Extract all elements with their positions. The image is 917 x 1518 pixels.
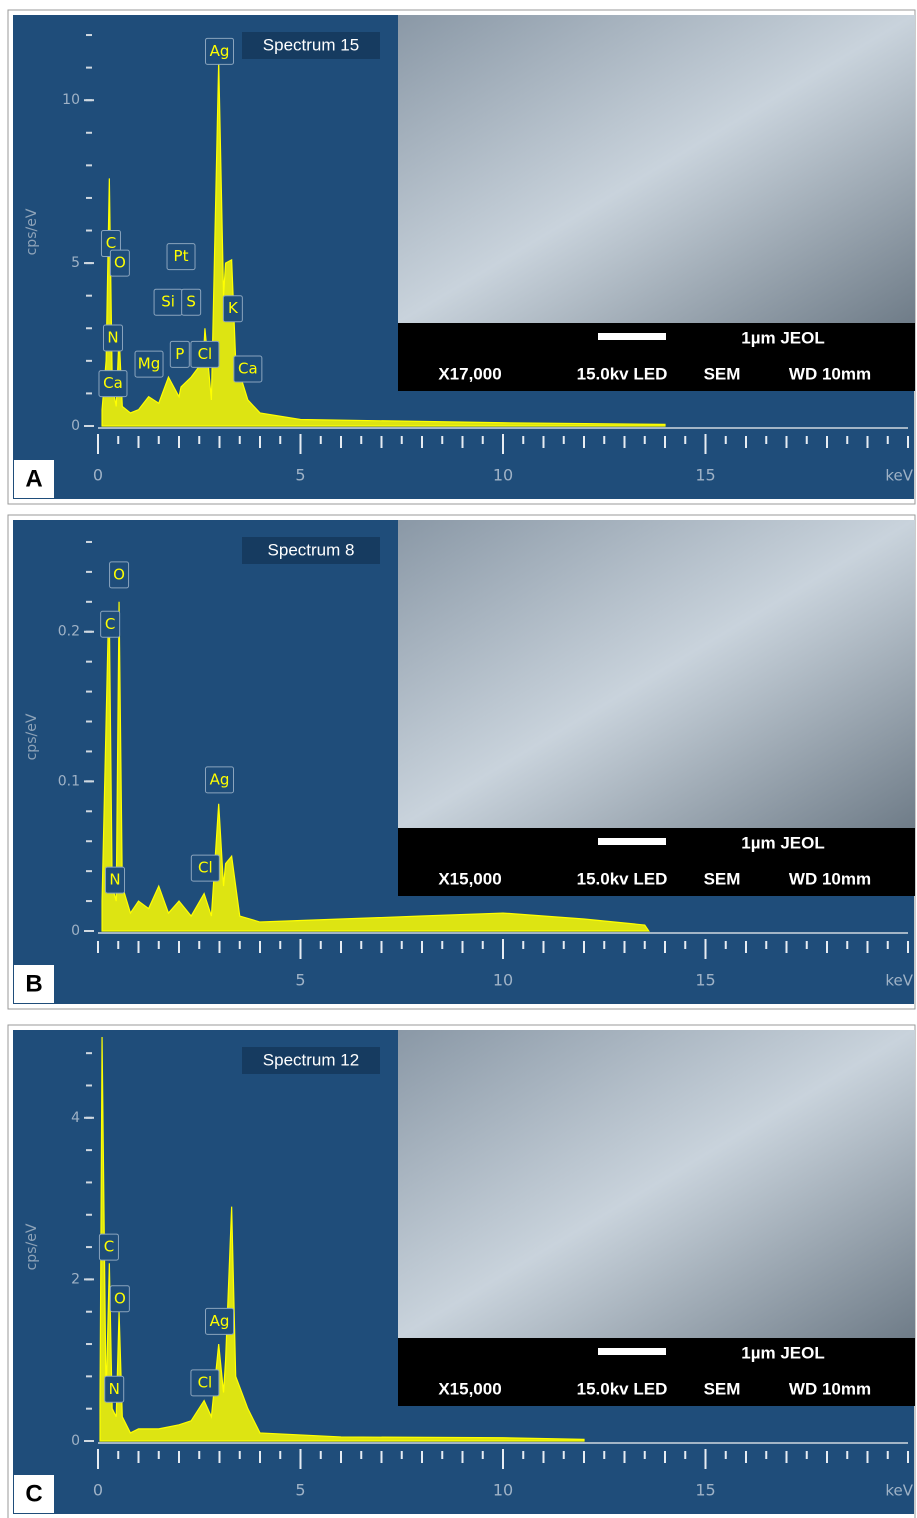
- scale-bar: [598, 1348, 666, 1355]
- peak-label: S: [186, 293, 196, 311]
- scale-bar: [598, 333, 666, 340]
- sem-label: X17,000: [438, 364, 501, 383]
- sem-label: SEM: [704, 869, 741, 888]
- sem-label: X15,000: [438, 1379, 501, 1398]
- x-tick-label: 15: [695, 1481, 715, 1500]
- peak-label: C: [104, 1238, 114, 1256]
- y-tick-label: 0.2: [58, 624, 80, 640]
- peak-label: Ag: [210, 42, 230, 60]
- x-tick-label: 15: [695, 466, 715, 485]
- y-axis-label: cps/eV: [24, 1223, 40, 1270]
- peak-label: Ag: [210, 1312, 230, 1330]
- sem-label: WD 10mm: [789, 869, 871, 888]
- y-tick-label: 4: [71, 1110, 80, 1126]
- x-tick-label: 5: [295, 1481, 305, 1500]
- x-tick-label: 0: [93, 466, 103, 485]
- peak-label: Cl: [198, 859, 213, 877]
- peak-label: Ca: [103, 374, 123, 392]
- x-tick-label: 5: [295, 466, 305, 485]
- peak-label: O: [114, 1289, 126, 1307]
- y-tick-label: 10: [62, 92, 80, 108]
- scale-bar: [598, 838, 666, 845]
- panel-letter: B: [25, 970, 42, 997]
- spectrum-title: Spectrum 12: [263, 1050, 359, 1069]
- peak-label: Ca: [238, 359, 258, 377]
- peak-label: N: [107, 329, 118, 347]
- panel: 0 2 4 cps/eV 0 5 10 15 keV C O N Cl Ag Spectrum 12 1µm …: [8, 1025, 915, 1518]
- spectrum-title: Spectrum 15: [263, 35, 359, 54]
- x-tick-label: 10: [493, 1481, 513, 1500]
- y-axis-label: cps/eV: [24, 713, 40, 760]
- sem-label: SEM: [704, 1379, 741, 1398]
- sem-label: X15,000: [438, 869, 501, 888]
- sem-image: [398, 1030, 915, 1338]
- sem-image: [398, 15, 915, 323]
- x-axis-label: keV: [885, 972, 913, 990]
- y-tick-label: 5: [71, 255, 80, 271]
- peak-label: O: [114, 254, 126, 272]
- x-axis-label: keV: [885, 467, 913, 485]
- y-tick-label: 0: [71, 418, 80, 434]
- y-tick-label: 2: [71, 1271, 80, 1287]
- peak-label: Pt: [174, 247, 189, 265]
- sem-label: 1µm JEOL: [741, 1343, 825, 1362]
- peak-label: Si: [161, 293, 175, 311]
- y-tick-label: 0: [71, 923, 80, 939]
- x-tick-label: 10: [493, 466, 513, 485]
- x-tick-label: 15: [695, 971, 715, 990]
- figure: 0510cps/eV051015keVCONCaMgSiPSPtClKCaAgS…: [0, 0, 917, 1518]
- y-tick-label: 0: [71, 1433, 80, 1449]
- peak-label: Cl: [198, 1373, 213, 1391]
- peak-label: K: [228, 299, 239, 317]
- y-axis-label: cps/eV: [24, 208, 40, 255]
- panel-letter: A: [25, 465, 42, 492]
- x-tick-label: 5: [295, 971, 305, 990]
- sem-label: 1µm JEOL: [741, 833, 825, 852]
- peak-label: N: [109, 1380, 120, 1398]
- page: 0510cps/eV051015keVCONCaMgSiPSPtClKCaAgS…: [0, 0, 917, 1518]
- sem-label: 1µm JEOL: [741, 328, 825, 347]
- peak-label: Ag: [210, 770, 230, 788]
- sem-label: WD 10mm: [789, 1379, 871, 1398]
- peak-label: C: [106, 234, 116, 252]
- sem-label: 15.0kv LED: [577, 869, 668, 888]
- peak-label: C: [105, 615, 115, 633]
- peak-label: P: [175, 345, 184, 363]
- spectrum-title: Spectrum 8: [268, 540, 355, 559]
- peak-label: O: [113, 565, 125, 583]
- peak-label: Cl: [198, 345, 213, 363]
- y-tick-label: 0.1: [58, 773, 80, 789]
- sem-label: 15.0kv LED: [577, 364, 668, 383]
- sem-image: [398, 520, 915, 828]
- x-axis-label: keV: [885, 1482, 913, 1500]
- x-tick-label: 10: [493, 971, 513, 990]
- sem-label: SEM: [704, 364, 741, 383]
- sem-label: WD 10mm: [789, 364, 871, 383]
- peak-label: N: [109, 871, 120, 889]
- panel-letter: C: [25, 1480, 42, 1507]
- sem-label: 15.0kv LED: [577, 1379, 668, 1398]
- peak-label: Mg: [138, 355, 160, 373]
- x-tick-label: 0: [93, 1481, 103, 1500]
- panel: 0 0.1 0.2 cps/eV 5 10 15 keV O C N Cl Ag Spectrum 8 1µ…: [8, 515, 915, 1009]
- panel: 0 5 10 cps/eV 0 5 10 15 keV CO N Ca Mg Si P S Pt Cl K Ca Ag S…: [8, 10, 915, 504]
